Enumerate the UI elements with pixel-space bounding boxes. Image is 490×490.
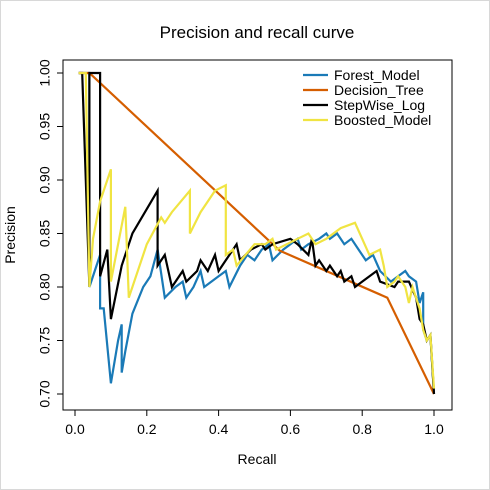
y-tick-label: 0.80 bbox=[37, 273, 53, 300]
legend: Forest_ModelDecision_TreeStepWise_LogBoo… bbox=[303, 67, 431, 128]
legend-label: StepWise_Log bbox=[334, 97, 425, 113]
x-tick-label: 0.6 bbox=[281, 421, 301, 437]
x-tick-label: 1.0 bbox=[424, 421, 444, 437]
legend-label: Decision_Tree bbox=[334, 82, 424, 98]
axes: 0.0 0.2 0.4 0.6 0.8 1.0 0.70 0.75 0.80 0.85 0.90 0.… bbox=[37, 59, 453, 437]
y-tick-label: 0.90 bbox=[37, 166, 53, 193]
series-layer bbox=[78, 71, 436, 395]
y-tick-label: 0.85 bbox=[37, 220, 53, 247]
y-tick-label: 0.75 bbox=[37, 327, 53, 354]
x-tick-label: 0.2 bbox=[137, 421, 157, 437]
x-axis-label: Recall bbox=[238, 451, 277, 467]
y-tick-label: 0.95 bbox=[37, 113, 53, 140]
x-tick-label: 0.8 bbox=[352, 421, 372, 437]
y-tick-label: 0.70 bbox=[37, 380, 53, 407]
chart-title: Precision and recall curve bbox=[160, 23, 355, 42]
series-line-forest-model bbox=[78, 71, 436, 395]
series-line-boosted-model bbox=[78, 71, 436, 389]
series-line-stepwise-log bbox=[78, 71, 436, 395]
y-axis-label: Precision bbox=[2, 206, 18, 264]
plot-border bbox=[62, 59, 453, 411]
legend-label: Boosted_Model bbox=[334, 112, 431, 128]
legend-label: Forest_Model bbox=[334, 67, 420, 83]
x-tick-label: 0.4 bbox=[209, 421, 229, 437]
y-tick-label: 1.00 bbox=[37, 59, 53, 86]
x-tick-label: 0.0 bbox=[65, 421, 85, 437]
